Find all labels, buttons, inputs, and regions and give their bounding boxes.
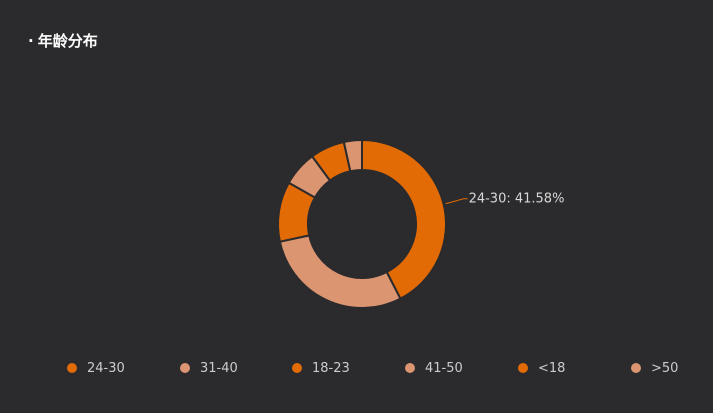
legend-dot-gt50 <box>631 363 641 373</box>
legend-label-24-30: 24-30 <box>87 360 125 376</box>
slice-gt50[interactable] <box>342 139 363 173</box>
legend-item-24-30[interactable]: 24-30 <box>67 358 125 378</box>
legend-item-gt50[interactable]: >50 <box>631 358 678 378</box>
legend-dot-24-30 <box>67 363 77 373</box>
legend-label-31-40: 31-40 <box>200 360 238 376</box>
donut-slices <box>277 139 447 309</box>
slice-labels: 24-30: 41.58% <box>445 191 565 206</box>
label-line-24-30 <box>445 198 468 205</box>
legend-label-gt50: >50 <box>651 360 679 376</box>
slice-label-24-30: 24-30: 41.58% <box>469 191 565 206</box>
legend-dot-18-23 <box>292 363 302 373</box>
legend-item-31-40[interactable]: 31-40 <box>180 358 238 378</box>
legend-dot-31-40 <box>180 363 190 373</box>
legend-dot-41-50 <box>405 363 415 373</box>
chart-legend: 24-30 31-40 18-23 41-50 <18 >50 <box>0 358 713 378</box>
legend-item-41-50[interactable]: 41-50 <box>405 358 463 378</box>
legend-label-18-23: 18-23 <box>312 360 350 376</box>
slice-31-40[interactable] <box>278 234 402 309</box>
title-bullet: · <box>28 32 34 50</box>
legend-item-18-23[interactable]: 18-23 <box>292 358 350 378</box>
chart-title: · 年龄分布 <box>28 31 98 51</box>
legend-label-41-50: 41-50 <box>425 360 463 376</box>
legend-dot-lt18 <box>518 363 528 373</box>
slice-24-30[interactable] <box>361 139 447 300</box>
title-text: 年龄分布 <box>37 32 98 50</box>
legend-item-lt18[interactable]: <18 <box>518 358 565 378</box>
legend-label-lt18: <18 <box>538 360 566 376</box>
